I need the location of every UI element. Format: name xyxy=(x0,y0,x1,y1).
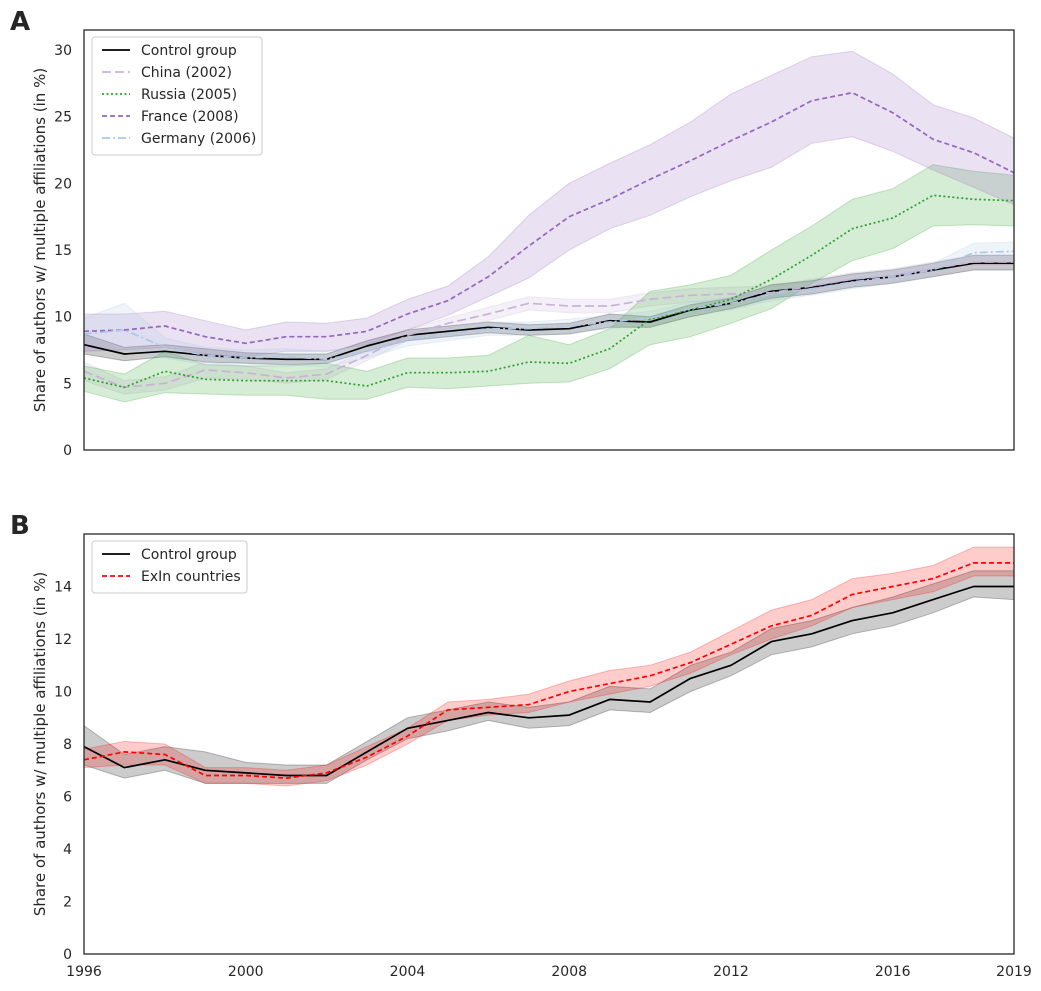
panel-b-chart: 0 2 4 6 8 10 12 14 1996 2000 2004 2008 2012 2016 2019 S… xyxy=(31,533,1032,980)
x-tick-label-1-6: 2019 xyxy=(996,964,1032,980)
y-tick-label-1-7: 14 xyxy=(54,580,72,596)
series-line-0-4 xyxy=(83,250,1015,361)
y-tick-label-0-1: 5 xyxy=(63,376,72,392)
x-tick-label-1-2: 2004 xyxy=(390,964,426,980)
y-tick-label-0-5: 25 xyxy=(54,110,72,126)
plot-frame-1 xyxy=(83,533,1015,955)
series-line-1-0 xyxy=(83,585,1014,777)
legend-label-0-3: France (2008) xyxy=(141,109,239,125)
legend-label-1-0: Control group xyxy=(141,547,237,563)
y-tick-label-0-4: 20 xyxy=(54,176,72,192)
y-tick-label-1-2: 4 xyxy=(63,842,72,858)
y-tick-label-0-0: 0 xyxy=(63,443,72,459)
y-tick-label-1-3: 6 xyxy=(63,790,72,806)
x-tick-label-1-3: 2008 xyxy=(551,964,587,980)
y-tick-label-0-6: 30 xyxy=(54,43,72,59)
x-tick-label-1-5: 2016 xyxy=(875,964,911,980)
legend-label-0-1: China (2002) xyxy=(141,65,232,81)
legend-label-0-2: Russia (2005) xyxy=(141,87,237,103)
legend-label-0-0: Control group xyxy=(141,43,237,59)
y-tick-label-1-4: 8 xyxy=(63,737,72,753)
y-tick-label-0-3: 15 xyxy=(54,243,72,259)
legend-box-0 xyxy=(91,36,263,156)
y-tick-label-1-5: 10 xyxy=(54,685,72,701)
y-tick-label-1-6: 12 xyxy=(54,632,72,648)
legend-label-1-1: ExIn countries xyxy=(141,569,241,585)
series-line-0-0 xyxy=(83,262,1014,361)
y-tick-label-0-2: 10 xyxy=(54,310,72,326)
series-line-0-2 xyxy=(83,194,1015,389)
plot-frame-0 xyxy=(83,29,1015,451)
series-line-0-1 xyxy=(83,261,1014,389)
y-tick-label-1-1: 2 xyxy=(63,895,72,911)
x-tick-label-1-1: 2000 xyxy=(228,964,264,980)
x-tick-label-1-0: 1996 xyxy=(66,964,102,980)
panel-letter-a: A xyxy=(10,7,30,37)
panel-a-chart: 0 5 10 15 20 25 30 Share of authors w/ multiple… xyxy=(31,29,1015,459)
legend-label-0-4: Germany (2006) xyxy=(141,131,256,147)
x-tick-label-1-4: 2012 xyxy=(713,964,749,980)
y-axis-label-0: Share of authors w/ multiple affiliation… xyxy=(31,68,49,412)
panel-letter-b: B xyxy=(10,511,30,541)
series-line-1-1 xyxy=(83,562,1014,779)
y-tick-label-1-0: 0 xyxy=(63,947,72,963)
y-axis-label-1: Share of authors w/ multiple affiliation… xyxy=(31,572,49,916)
legend-box-1 xyxy=(91,540,248,594)
